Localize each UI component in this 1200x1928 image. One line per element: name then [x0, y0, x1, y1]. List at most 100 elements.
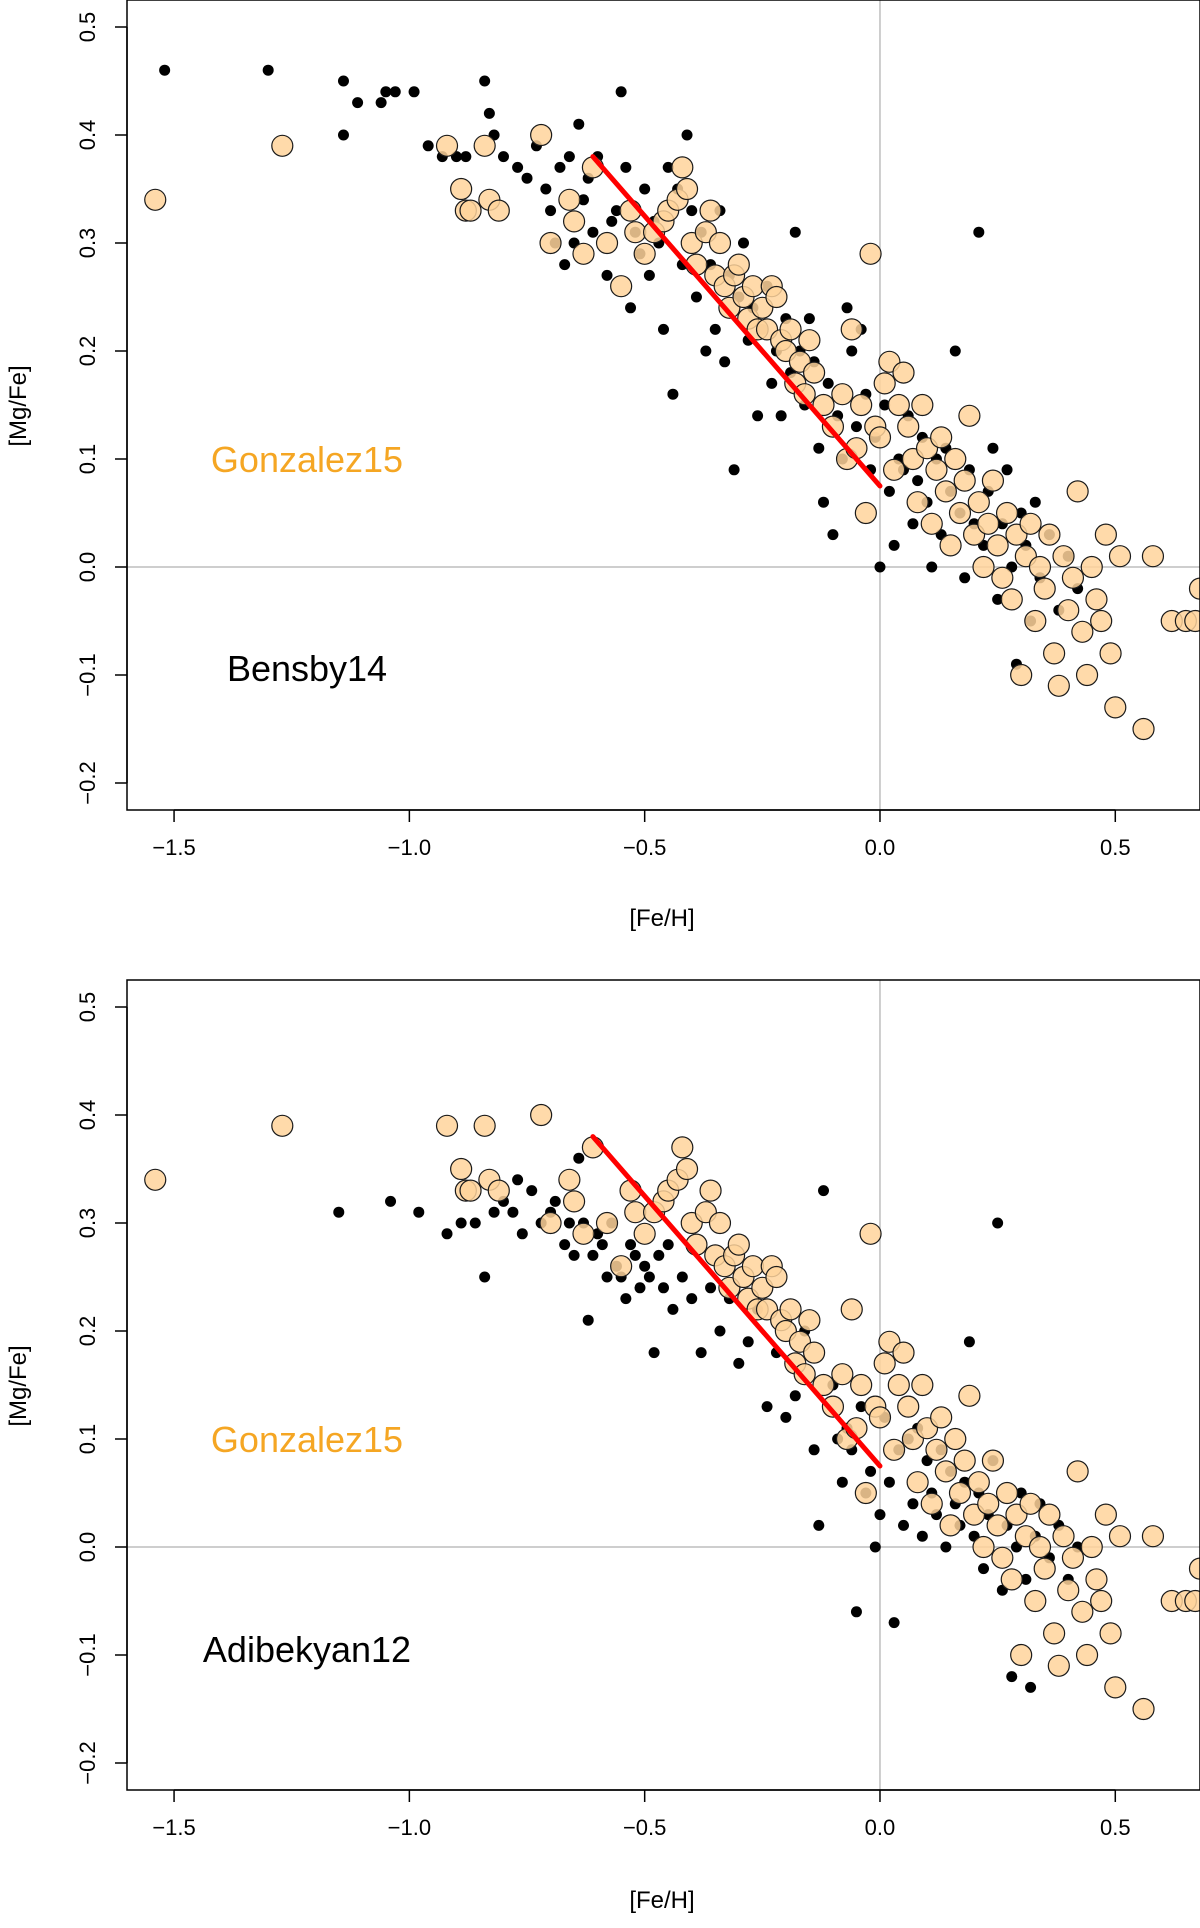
- point-gonzalez15: [888, 1375, 909, 1396]
- point-gonzalez15: [625, 222, 646, 243]
- point-adibekyan12: [992, 1218, 1003, 1229]
- point-bensby14: [851, 421, 862, 432]
- point-gonzalez15: [968, 1472, 989, 1493]
- point-gonzalez15: [597, 233, 618, 254]
- point-gonzalez15: [978, 513, 999, 534]
- point-bensby14: [987, 443, 998, 454]
- point-gonzalez15: [559, 189, 580, 210]
- point-bensby14: [682, 130, 693, 141]
- point-bensby14: [376, 97, 387, 108]
- point-adibekyan12: [733, 1358, 744, 1369]
- x-tick-label: −1.5: [152, 835, 195, 860]
- point-adibekyan12: [587, 1250, 598, 1261]
- point-gonzalez15: [949, 503, 970, 524]
- point-adibekyan12: [573, 1153, 584, 1164]
- point-bensby14: [889, 540, 900, 551]
- point-adibekyan12: [667, 1304, 678, 1315]
- point-gonzalez15: [1067, 481, 1088, 502]
- y-tick-label: −0.2: [75, 761, 100, 804]
- point-adibekyan12: [653, 1250, 664, 1261]
- point-gonzalez15: [272, 135, 293, 156]
- point-adibekyan12: [780, 1412, 791, 1423]
- point-adibekyan12: [964, 1336, 975, 1347]
- point-gonzalez15: [742, 276, 763, 297]
- point-gonzalez15: [1001, 589, 1022, 610]
- point-gonzalez15: [860, 243, 881, 264]
- point-gonzalez15: [728, 1234, 749, 1255]
- point-bensby14: [540, 184, 551, 195]
- point-adibekyan12: [663, 1239, 674, 1250]
- point-gonzalez15: [1185, 1591, 1200, 1612]
- x-tick-label: 0.0: [865, 835, 896, 860]
- point-gonzalez15: [451, 1159, 472, 1180]
- point-gonzalez15: [987, 535, 1008, 556]
- point-gonzalez15: [780, 1299, 801, 1320]
- point-gonzalez15: [1039, 1504, 1060, 1525]
- point-adibekyan12: [743, 1336, 754, 1347]
- point-gonzalez15: [766, 287, 787, 308]
- point-gonzalez15: [997, 503, 1018, 524]
- point-bensby14: [559, 259, 570, 270]
- point-gonzalez15: [926, 1439, 947, 1460]
- point-gonzalez15: [860, 1223, 881, 1244]
- point-bensby14: [390, 86, 401, 97]
- point-gonzalez15: [931, 427, 952, 448]
- point-gonzalez15: [959, 405, 980, 426]
- point-adibekyan12: [512, 1174, 523, 1185]
- y-axis-title: [Mg/Fe]: [5, 1345, 32, 1426]
- point-gonzalez15: [804, 362, 825, 383]
- point-gonzalez15: [1044, 1623, 1065, 1644]
- point-gonzalez15: [945, 449, 966, 470]
- point-gonzalez15: [912, 1375, 933, 1396]
- point-gonzalez15: [1034, 1558, 1055, 1579]
- point-gonzalez15: [1001, 1569, 1022, 1590]
- point-gonzalez15: [832, 384, 853, 405]
- point-adibekyan12: [870, 1542, 881, 1553]
- point-adibekyan12: [489, 1207, 500, 1218]
- point-adibekyan12: [874, 1509, 885, 1520]
- point-adibekyan12: [762, 1401, 773, 1412]
- point-gonzalez15: [973, 557, 994, 578]
- point-gonzalez15: [1072, 621, 1093, 642]
- point-gonzalez15: [1062, 567, 1083, 588]
- point-bensby14: [1002, 464, 1013, 475]
- point-gonzalez15: [145, 189, 166, 210]
- point-gonzalez15: [780, 319, 801, 340]
- point-gonzalez15: [907, 492, 928, 513]
- point-bensby14: [729, 464, 740, 475]
- point-gonzalez15: [1105, 697, 1126, 718]
- point-bensby14: [818, 497, 829, 508]
- point-bensby14: [512, 162, 523, 173]
- point-bensby14: [766, 378, 777, 389]
- point-gonzalez15: [677, 179, 698, 200]
- point-adibekyan12: [630, 1250, 641, 1261]
- point-gonzalez15: [898, 416, 919, 437]
- point-gonzalez15: [1142, 1526, 1163, 1547]
- y-tick-label: 0.1: [75, 1424, 100, 1455]
- point-bensby14: [700, 346, 711, 357]
- point-gonzalez15: [931, 1407, 952, 1428]
- x-tick-label: −1.0: [388, 835, 431, 860]
- point-gonzalez15: [531, 125, 552, 146]
- point-gonzalez15: [982, 1450, 1003, 1471]
- point-adibekyan12: [686, 1293, 697, 1304]
- point-gonzalez15: [982, 470, 1003, 491]
- point-gonzalez15: [677, 1159, 698, 1180]
- point-gonzalez15: [921, 1493, 942, 1514]
- point-bensby14: [564, 151, 575, 162]
- point-bensby14: [823, 378, 834, 389]
- point-gonzalez15: [564, 211, 585, 232]
- point-adibekyan12: [907, 1498, 918, 1509]
- point-gonzalez15: [893, 1342, 914, 1363]
- point-adibekyan12: [597, 1239, 608, 1250]
- point-bensby14: [263, 65, 274, 76]
- point-bensby14: [380, 86, 391, 97]
- point-bensby14: [907, 518, 918, 529]
- point-adibekyan12: [884, 1477, 895, 1488]
- point-bensby14: [710, 324, 721, 335]
- point-gonzalez15: [573, 1223, 594, 1244]
- point-gonzalez15: [1081, 1537, 1102, 1558]
- point-adibekyan12: [705, 1282, 716, 1293]
- point-gonzalez15: [1039, 524, 1060, 545]
